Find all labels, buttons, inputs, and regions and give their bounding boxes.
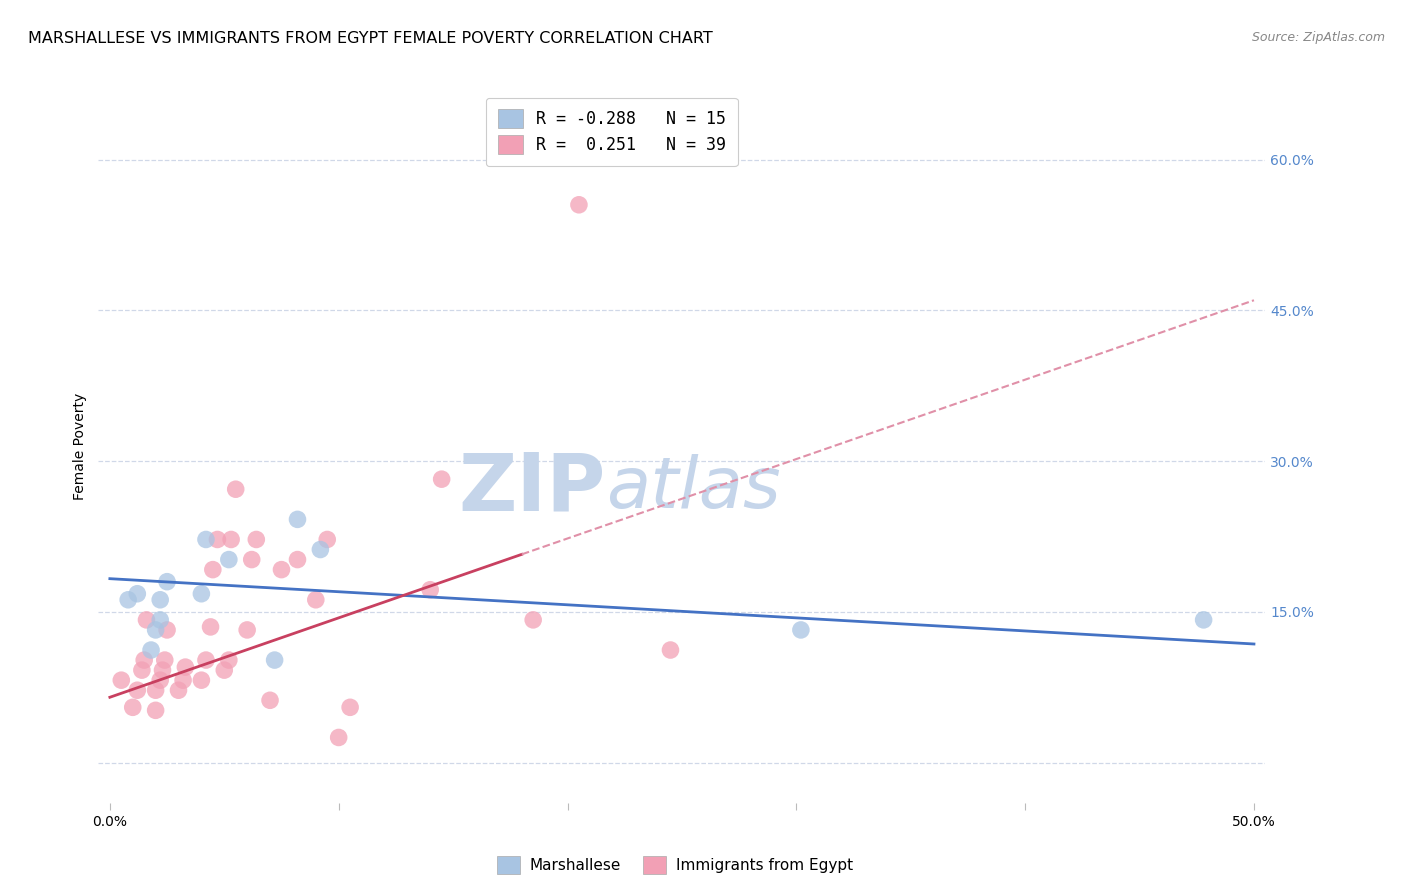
- Point: [127, 683, 149, 698]
- Point: [309, 542, 332, 557]
- Point: [117, 592, 139, 607]
- Legend: Marshallese, Immigrants from Egypt: Marshallese, Immigrants from Egypt: [491, 850, 859, 880]
- Point: [245, 533, 267, 547]
- Text: MARSHALLESE VS IMMIGRANTS FROM EGYPT FEMALE POVERTY CORRELATION CHART: MARSHALLESE VS IMMIGRANTS FROM EGYPT FEM…: [28, 31, 713, 46]
- Point: [218, 552, 240, 566]
- Point: [149, 673, 172, 688]
- Point: [659, 643, 682, 657]
- Point: [240, 552, 263, 566]
- Text: ZIP: ZIP: [458, 450, 606, 528]
- Point: [1192, 613, 1215, 627]
- Point: [270, 563, 292, 577]
- Text: atlas: atlas: [606, 454, 780, 524]
- Point: [153, 653, 176, 667]
- Point: [305, 592, 328, 607]
- Point: [219, 533, 242, 547]
- Point: [287, 512, 309, 526]
- Point: [236, 623, 259, 637]
- Point: [131, 663, 153, 677]
- Point: [174, 660, 197, 674]
- Point: [156, 623, 179, 637]
- Point: [139, 643, 162, 657]
- Point: [568, 198, 591, 212]
- Point: [145, 683, 167, 698]
- Point: [190, 587, 212, 601]
- Point: [790, 623, 813, 637]
- Point: [225, 482, 247, 496]
- Point: [149, 613, 172, 627]
- Point: [200, 620, 222, 634]
- Point: [328, 731, 350, 745]
- Point: [194, 533, 217, 547]
- Text: Source: ZipAtlas.com: Source: ZipAtlas.com: [1251, 31, 1385, 45]
- Point: [110, 673, 132, 688]
- Point: [194, 653, 217, 667]
- Point: [214, 663, 236, 677]
- Point: [207, 533, 229, 547]
- Point: [259, 693, 281, 707]
- Y-axis label: Female Poverty: Female Poverty: [73, 392, 87, 500]
- Point: [522, 613, 544, 627]
- Point: [121, 700, 143, 714]
- Point: [127, 587, 149, 601]
- Point: [201, 563, 224, 577]
- Point: [430, 472, 453, 486]
- Point: [167, 683, 190, 698]
- Point: [287, 552, 309, 566]
- Point: [156, 574, 179, 589]
- Point: [134, 653, 156, 667]
- Point: [218, 653, 240, 667]
- Point: [419, 582, 441, 597]
- Point: [149, 592, 172, 607]
- Point: [135, 613, 157, 627]
- Point: [145, 703, 167, 717]
- Point: [316, 533, 339, 547]
- Point: [145, 623, 167, 637]
- Legend: R = -0.288   N = 15, R =  0.251   N = 39: R = -0.288 N = 15, R = 0.251 N = 39: [486, 97, 738, 166]
- Point: [152, 663, 174, 677]
- Point: [190, 673, 212, 688]
- Point: [172, 673, 194, 688]
- Point: [339, 700, 361, 714]
- Point: [263, 653, 285, 667]
